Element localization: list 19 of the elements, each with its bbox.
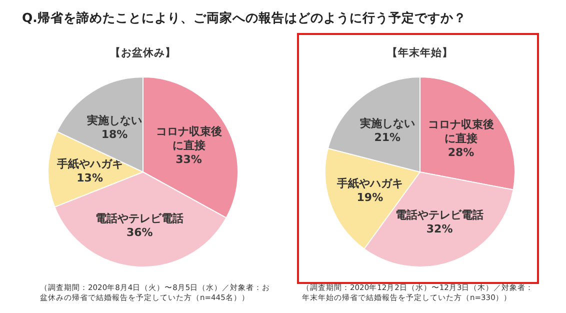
- data-label: 19%: [356, 191, 384, 204]
- slice-label: 電話やテレビ電話: [396, 208, 484, 222]
- slice-label: 電話やテレビ電話: [96, 212, 184, 226]
- chart-subtitle: 【年末年始】: [387, 46, 453, 59]
- slice-label: 実施しない: [86, 114, 142, 128]
- data-label: 28%: [448, 146, 474, 160]
- data-label: 36%: [126, 226, 153, 240]
- slice-label: 実施しない: [358, 116, 415, 130]
- data-label: 13%: [76, 171, 103, 184]
- slice-label: コロナ収束後に直接: [428, 118, 494, 146]
- data-label: 18%: [101, 128, 128, 142]
- chart-subtitle: 【お盆休み】: [110, 46, 176, 59]
- data-label: 21%: [374, 130, 401, 144]
- data-label: 33%: [176, 152, 202, 166]
- data-label: 32%: [426, 222, 453, 236]
- slice-label: 手紙やハガキ: [336, 177, 403, 190]
- chart-title: Q.帰省を諦めたことにより、ご両家への報告はどのように行う予定ですか？: [22, 10, 466, 25]
- slice-label: コロナ収束後に直接: [156, 124, 222, 152]
- slice-label: 手紙やハガキ: [56, 157, 123, 170]
